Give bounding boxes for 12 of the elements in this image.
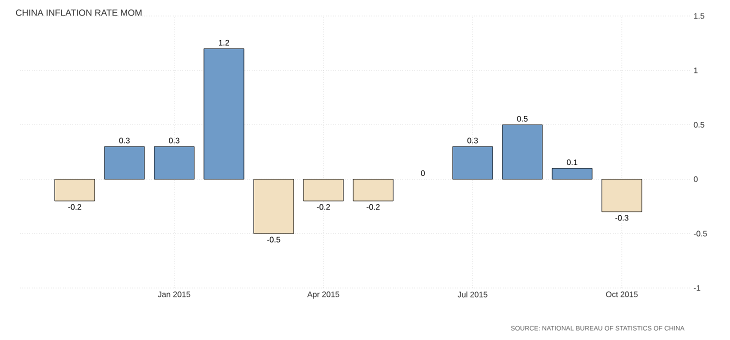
- bar: [552, 168, 592, 180]
- chart-title: CHINA INFLATION RATE MOM: [16, 10, 142, 16]
- bar: [253, 178, 294, 234]
- bar: [204, 48, 244, 180]
- bar: [352, 178, 394, 202]
- bar: [154, 146, 194, 180]
- bar: [104, 146, 145, 180]
- bar: [303, 178, 344, 202]
- bar: [602, 178, 642, 212]
- bar: [502, 124, 543, 180]
- bar: [452, 146, 493, 180]
- bar: [54, 178, 95, 202]
